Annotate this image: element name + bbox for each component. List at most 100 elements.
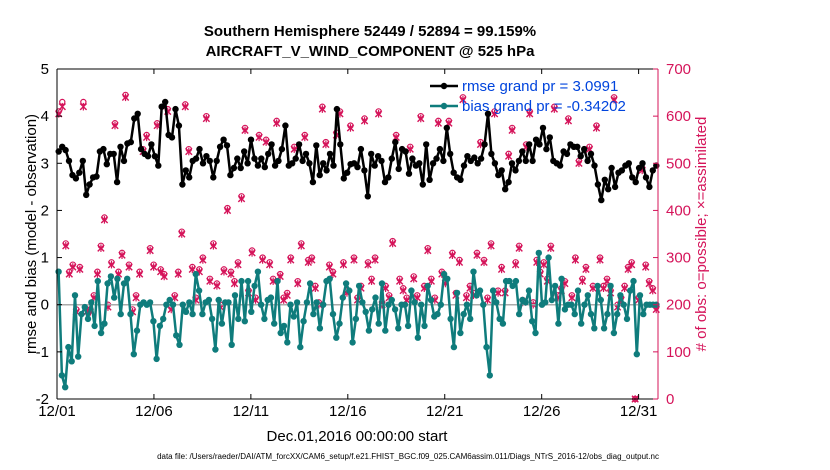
rmse-point bbox=[601, 176, 608, 183]
bias-point bbox=[633, 351, 640, 358]
y-right-tick-label: 600 bbox=[666, 108, 691, 125]
rmse-point bbox=[93, 173, 100, 180]
rmse-point bbox=[278, 145, 286, 153]
bias-point bbox=[271, 320, 278, 327]
rmse-point bbox=[563, 150, 571, 158]
assimilated-obs-marker bbox=[283, 291, 291, 300]
rmse-point bbox=[192, 155, 200, 162]
bias-point bbox=[81, 303, 89, 311]
rmse-point bbox=[155, 162, 162, 169]
bias-point bbox=[614, 310, 621, 318]
assimilated-obs-marker bbox=[79, 102, 88, 111]
bias-point bbox=[617, 292, 624, 299]
assimilated-obs-marker bbox=[410, 274, 418, 283]
y-axis-left-label: rmse and bias (model - observation) bbox=[23, 114, 40, 354]
chart-title-line1: Southern Hemisphere 52449 / 52894 = 99.1… bbox=[204, 23, 536, 40]
bias-point bbox=[574, 287, 582, 294]
bias-point bbox=[388, 296, 395, 304]
assimilated-obs-marker bbox=[550, 105, 559, 113]
assimilated-obs-marker bbox=[287, 256, 295, 264]
bias-point bbox=[437, 301, 444, 308]
assimilated-obs-marker bbox=[93, 270, 102, 278]
y-left-tick-label: 4 bbox=[41, 108, 49, 125]
bias-point bbox=[555, 320, 562, 327]
rmse-point bbox=[83, 191, 90, 199]
legend-bias-swatch-marker bbox=[440, 102, 448, 110]
rmse-point bbox=[361, 167, 368, 174]
rmse-point bbox=[605, 186, 612, 193]
y-left-tick-label: 2 bbox=[41, 202, 49, 219]
y-right-tick-label: 100 bbox=[666, 344, 691, 361]
bias-point bbox=[130, 351, 137, 358]
rmse-point bbox=[522, 157, 529, 165]
bias-point bbox=[156, 322, 164, 330]
bias-point bbox=[329, 310, 337, 318]
rmse-point bbox=[646, 183, 653, 191]
bias-point bbox=[535, 249, 542, 257]
rmse-point bbox=[529, 157, 536, 165]
rmse-point bbox=[137, 145, 145, 153]
assimilated-obs-marker bbox=[395, 277, 404, 285]
y-left-tick-label: -2 bbox=[36, 391, 49, 408]
bias-point bbox=[127, 310, 134, 318]
rmse-point bbox=[251, 155, 258, 162]
x-axis-label: Dec.01,2016 00:00:00 start bbox=[267, 428, 449, 445]
rmse-point bbox=[196, 145, 203, 153]
rmse-point bbox=[326, 150, 334, 158]
assimilated-obs-marker bbox=[62, 241, 70, 250]
bias-point bbox=[208, 315, 216, 323]
bias-point bbox=[378, 280, 386, 287]
bias-point bbox=[160, 315, 167, 323]
rmse-point bbox=[632, 178, 639, 186]
bias-point bbox=[375, 320, 382, 327]
data-file-footnote: data file: /Users/raeder/DAI/ATM_forcXX/… bbox=[157, 452, 659, 461]
rmse-point bbox=[368, 150, 375, 158]
bias-point bbox=[163, 301, 170, 308]
rmse-point bbox=[543, 145, 550, 153]
bias-point bbox=[346, 287, 353, 294]
rmse-point bbox=[402, 148, 409, 155]
bias-point bbox=[391, 306, 399, 313]
assimilated-obs-marker bbox=[497, 265, 506, 274]
bias-point bbox=[228, 341, 235, 348]
bias-point bbox=[355, 282, 363, 290]
rmse-point bbox=[127, 138, 134, 146]
bias-point bbox=[235, 315, 242, 323]
assimilated-obs-marker bbox=[248, 249, 256, 257]
rmse-point bbox=[113, 178, 121, 186]
rmse-point bbox=[481, 141, 488, 148]
bias-point bbox=[571, 310, 578, 318]
rmse-point bbox=[241, 148, 248, 155]
assimilated-obs-marker bbox=[220, 267, 228, 276]
rmse-point bbox=[357, 145, 365, 153]
assimilated-obs-marker bbox=[374, 109, 383, 118]
bias-point bbox=[78, 310, 85, 318]
bias-point bbox=[241, 318, 248, 325]
rmse-point bbox=[254, 162, 262, 169]
assimilated-obs-marker bbox=[322, 140, 330, 149]
assimilated-obs-marker bbox=[311, 284, 320, 293]
assimilated-obs-marker bbox=[434, 119, 443, 128]
x-tick-label: 12/16 bbox=[329, 403, 367, 420]
bias-point bbox=[568, 301, 575, 308]
assimilated-obs-marker bbox=[234, 260, 242, 269]
bias-point bbox=[506, 277, 513, 285]
assimilated-obs-marker bbox=[487, 241, 495, 250]
bias-point bbox=[600, 325, 608, 332]
bias-point bbox=[58, 372, 66, 379]
assimilated-obs-marker bbox=[364, 260, 372, 269]
assimilated-obs-marker bbox=[526, 109, 534, 118]
rmse-point bbox=[594, 181, 602, 188]
bias-point bbox=[120, 280, 128, 287]
assimilated-obs-marker bbox=[599, 284, 608, 293]
bias-point bbox=[610, 329, 618, 337]
bias-point bbox=[447, 315, 454, 323]
bias-point bbox=[153, 355, 160, 363]
bias-point bbox=[404, 322, 412, 330]
bias-point bbox=[561, 306, 569, 313]
assimilated-obs-marker bbox=[547, 244, 555, 252]
rmse-point bbox=[175, 122, 183, 129]
y-left-tick-label: 0 bbox=[41, 297, 49, 314]
rmse-point bbox=[65, 157, 73, 165]
y-left-tick-label: 3 bbox=[41, 155, 49, 172]
